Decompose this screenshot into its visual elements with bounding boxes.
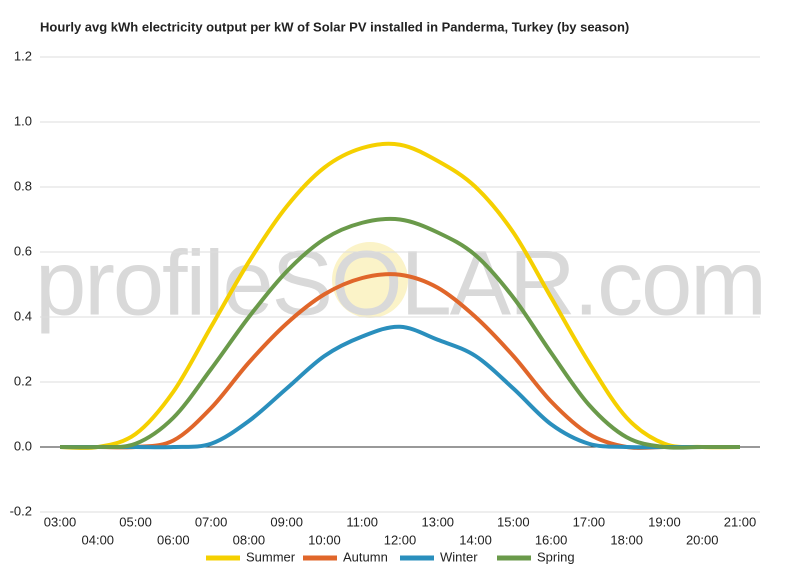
y-tick-label: 0.2 (14, 373, 32, 388)
x-tick-label: 06:00 (157, 532, 190, 547)
y-tick-label: 0.4 (14, 308, 32, 323)
legend-label: Winter (440, 549, 478, 564)
x-tick-label: 09:00 (270, 514, 303, 529)
series-line (59, 141, 741, 450)
legend-label: Spring (537, 549, 575, 564)
y-tick-label: 1.0 (14, 113, 32, 128)
x-tick-label: 18:00 (610, 532, 643, 547)
x-tick-label: 17:00 (573, 514, 606, 529)
x-tick-label: 04:00 (82, 532, 115, 547)
legend-label: Summer (246, 549, 296, 564)
series-line (59, 216, 740, 450)
y-tick-label: 0.8 (14, 178, 32, 193)
x-tick-label: 14:00 (459, 532, 492, 547)
watermark-sun (332, 242, 408, 318)
x-tick-label: 16:00 (535, 532, 568, 547)
x-tick-label: 05:00 (119, 514, 152, 529)
y-tick-label: 1.2 (14, 48, 32, 63)
series-line (60, 324, 740, 450)
chart-title: Hourly avg kWh electricity output per kW… (40, 19, 629, 34)
x-tick-label: 03:00 (44, 514, 77, 529)
watermark: profileSOLAR.com (35, 232, 765, 334)
x-tick-label: 07:00 (195, 514, 228, 529)
y-tick-label: 0.6 (14, 243, 32, 258)
x-tick-label: 20:00 (686, 532, 719, 547)
x-tick-label: 12:00 (384, 532, 417, 547)
x-tick-label: 21:00 (724, 514, 757, 529)
x-tick-label: 08:00 (233, 532, 266, 547)
legend-label: Autumn (343, 549, 388, 564)
y-tick-label: -0.2 (10, 503, 32, 518)
y-tick-label: 0.0 (14, 438, 32, 453)
x-tick-label: 13:00 (422, 514, 455, 529)
x-tick-label: 15:00 (497, 514, 530, 529)
x-tick-label: 11:00 (346, 514, 378, 529)
x-tick-label: 19:00 (648, 514, 681, 529)
x-tick-label: 10:00 (308, 532, 341, 547)
